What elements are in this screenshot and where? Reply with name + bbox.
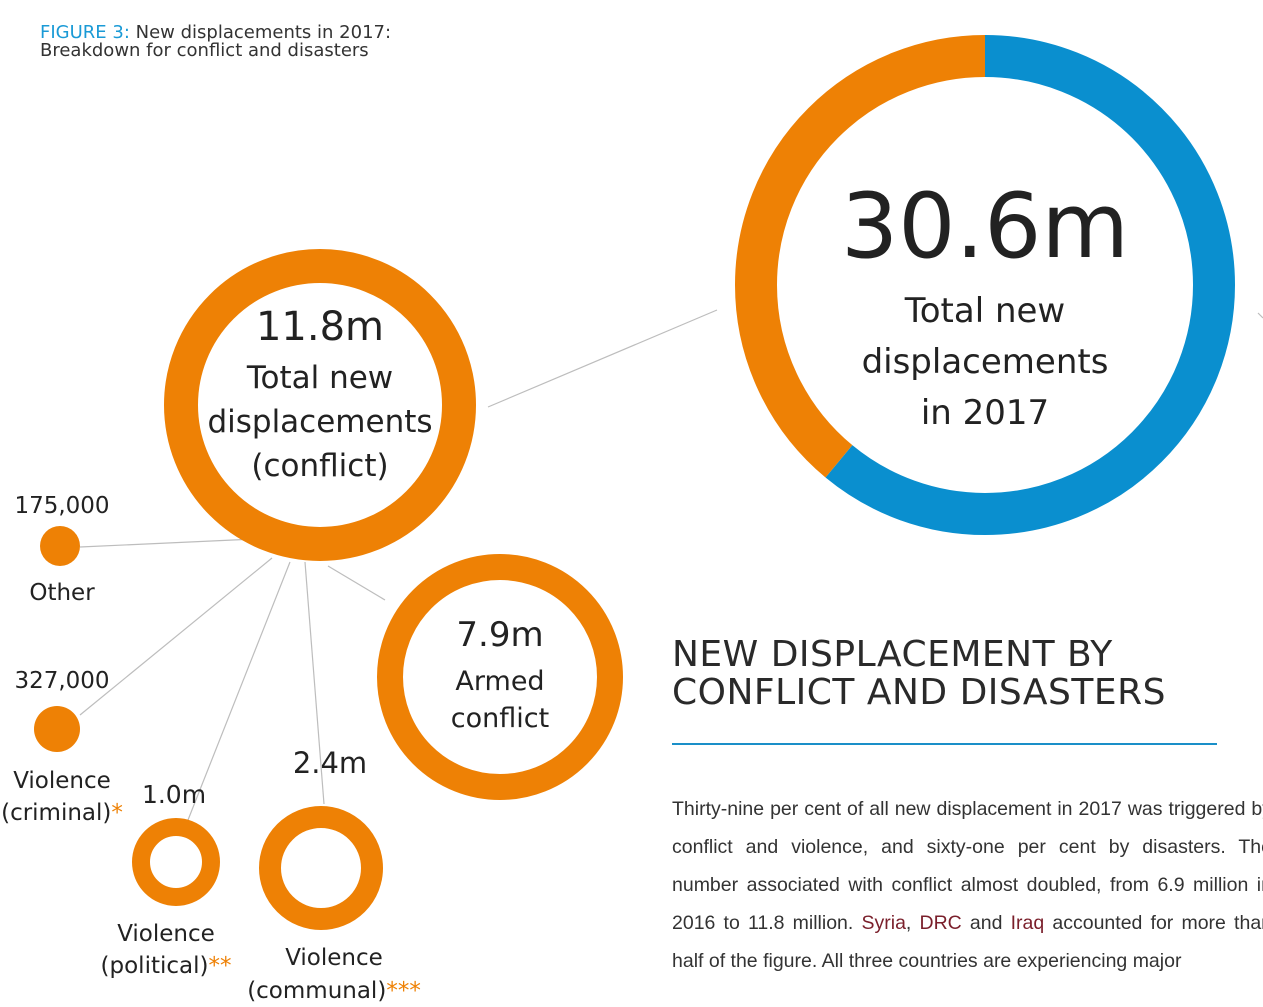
label-communal-line2: (communal)***	[247, 978, 421, 1004]
body-text-3: and	[961, 912, 1011, 934]
total-label-line3: in 2017	[921, 393, 1049, 433]
ring-criminal	[34, 706, 80, 752]
conflict-label-line3: (conflict)	[251, 448, 388, 484]
value-political: 1.0m	[142, 780, 206, 809]
ring-political	[132, 818, 220, 906]
connector-lines	[79, 309, 1263, 821]
section-title-line1: NEW DISPLACEMENT BY	[672, 634, 1113, 675]
total-donut	[735, 35, 1235, 535]
total-value: 30.6m	[841, 174, 1129, 279]
value-communal: 2.4m	[293, 746, 367, 780]
country-iraq: Iraq	[1010, 912, 1045, 934]
asterisk-criminal: *	[111, 800, 123, 826]
country-syria: Syria	[861, 912, 906, 934]
chart-marks	[34, 35, 1235, 930]
section-title: NEW DISPLACEMENT BY CONFLICT AND DISASTE…	[672, 636, 1252, 712]
body-text-1: Thirty-nine per cent of all new displace…	[672, 798, 1263, 934]
connector-criminal	[79, 557, 273, 716]
connector-total-conflict	[487, 309, 718, 408]
ring-armed	[377, 554, 623, 800]
caption-line2: Breakdown for conflict and disasters	[40, 40, 369, 61]
caption-line1: New displacements in 2017:	[135, 22, 392, 43]
ring-communal	[259, 806, 383, 930]
label-political-line2: (political)**	[101, 953, 232, 979]
total-label-line1: Total new	[904, 291, 1066, 331]
figure-caption: FIGURE 3: New displacements in 2017: Bre…	[40, 24, 391, 60]
slice-conflict	[735, 35, 1235, 535]
section-divider	[672, 743, 1217, 745]
value-armed: 7.9m	[456, 615, 543, 655]
caption-lead: FIGURE 3:	[40, 22, 130, 43]
ring-other	[40, 526, 80, 566]
label-criminal-line1: Violence	[13, 768, 111, 794]
connector-armed	[327, 565, 386, 601]
connector-other	[79, 538, 256, 548]
chart-labels: 30.6m Total new displacements in 2017 11.8m T…	[1, 174, 1129, 1004]
label-political-line1: Violence	[117, 921, 215, 947]
label-armed-line2: conflict	[451, 703, 549, 734]
value-criminal: 327,000	[14, 668, 109, 694]
value-other: 175,000	[14, 493, 109, 519]
section-title-line2: CONFLICT AND DISASTERS	[672, 672, 1167, 713]
conflict-label-line1: Total new	[246, 360, 393, 396]
connector-communal	[304, 561, 325, 805]
label-criminal-line2: (criminal)*	[1, 800, 123, 826]
label-other-line1: Other	[29, 580, 95, 606]
connector-total-disasters	[1257, 312, 1263, 319]
body-text-4: accounted for more than half of the figu…	[672, 912, 1263, 972]
connector-political	[187, 561, 291, 821]
body-paragraph: Thirty-nine per cent of all new displace…	[672, 790, 1263, 980]
country-drc: DRC	[919, 912, 962, 934]
asterisk-political: **	[208, 953, 231, 979]
label-communal-line1: Violence	[285, 945, 383, 971]
asterisk-communal: ***	[386, 978, 421, 1004]
total-label-line2: displacements	[862, 342, 1109, 382]
conflict-value: 11.8m	[256, 304, 384, 350]
label-armed-line1: Armed	[455, 666, 544, 697]
conflict-ring	[164, 249, 476, 561]
conflict-label-line2: displacements	[207, 404, 432, 440]
body-text-2: ,	[905, 912, 920, 934]
